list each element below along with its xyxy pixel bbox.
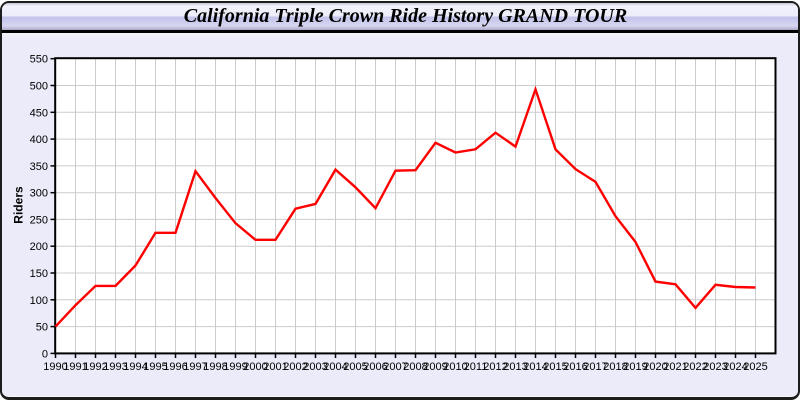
svg-text:2008: 2008 [403,361,427,373]
svg-text:2002: 2002 [283,361,307,373]
svg-text:300: 300 [30,188,48,200]
svg-text:1996: 1996 [163,361,187,373]
svg-text:1990: 1990 [43,361,67,373]
svg-text:2019: 2019 [623,361,647,373]
svg-text:2023: 2023 [703,361,727,373]
svg-text:2021: 2021 [663,361,687,373]
svg-text:1997: 1997 [183,361,207,373]
svg-text:250: 250 [30,214,48,226]
svg-text:1999: 1999 [223,361,247,373]
svg-text:2016: 2016 [563,361,587,373]
svg-text:50: 50 [36,322,48,334]
svg-text:Riders: Riders [12,186,26,224]
svg-text:200: 200 [30,241,48,253]
svg-text:2017: 2017 [583,361,607,373]
svg-text:2018: 2018 [603,361,627,373]
svg-text:2013: 2013 [503,361,527,373]
svg-text:1993: 1993 [103,361,127,373]
svg-text:2024: 2024 [723,361,747,373]
svg-text:2012: 2012 [483,361,507,373]
svg-text:400: 400 [30,134,48,146]
svg-text:2000: 2000 [243,361,267,373]
svg-text:1991: 1991 [63,361,87,373]
svg-text:2010: 2010 [443,361,467,373]
svg-text:2009: 2009 [423,361,447,373]
svg-text:1998: 1998 [203,361,227,373]
svg-text:2020: 2020 [643,361,667,373]
svg-text:2014: 2014 [523,361,547,373]
svg-text:450: 450 [30,107,48,119]
svg-text:2022: 2022 [683,361,707,373]
svg-text:500: 500 [30,81,48,93]
svg-text:550: 550 [30,54,48,66]
svg-text:0: 0 [42,348,48,360]
svg-text:2004: 2004 [323,361,347,373]
svg-text:2003: 2003 [303,361,327,373]
svg-text:350: 350 [30,161,48,173]
svg-text:2007: 2007 [383,361,407,373]
svg-text:1994: 1994 [123,361,147,373]
svg-text:2001: 2001 [263,361,287,373]
svg-text:1995: 1995 [143,361,167,373]
svg-text:2006: 2006 [363,361,387,373]
svg-text:2025: 2025 [743,361,767,373]
svg-text:2015: 2015 [543,361,567,373]
svg-text:1992: 1992 [83,361,107,373]
svg-text:2005: 2005 [343,361,367,373]
svg-text:100: 100 [30,295,48,307]
svg-text:150: 150 [30,268,48,280]
svg-text:2011: 2011 [464,361,488,373]
